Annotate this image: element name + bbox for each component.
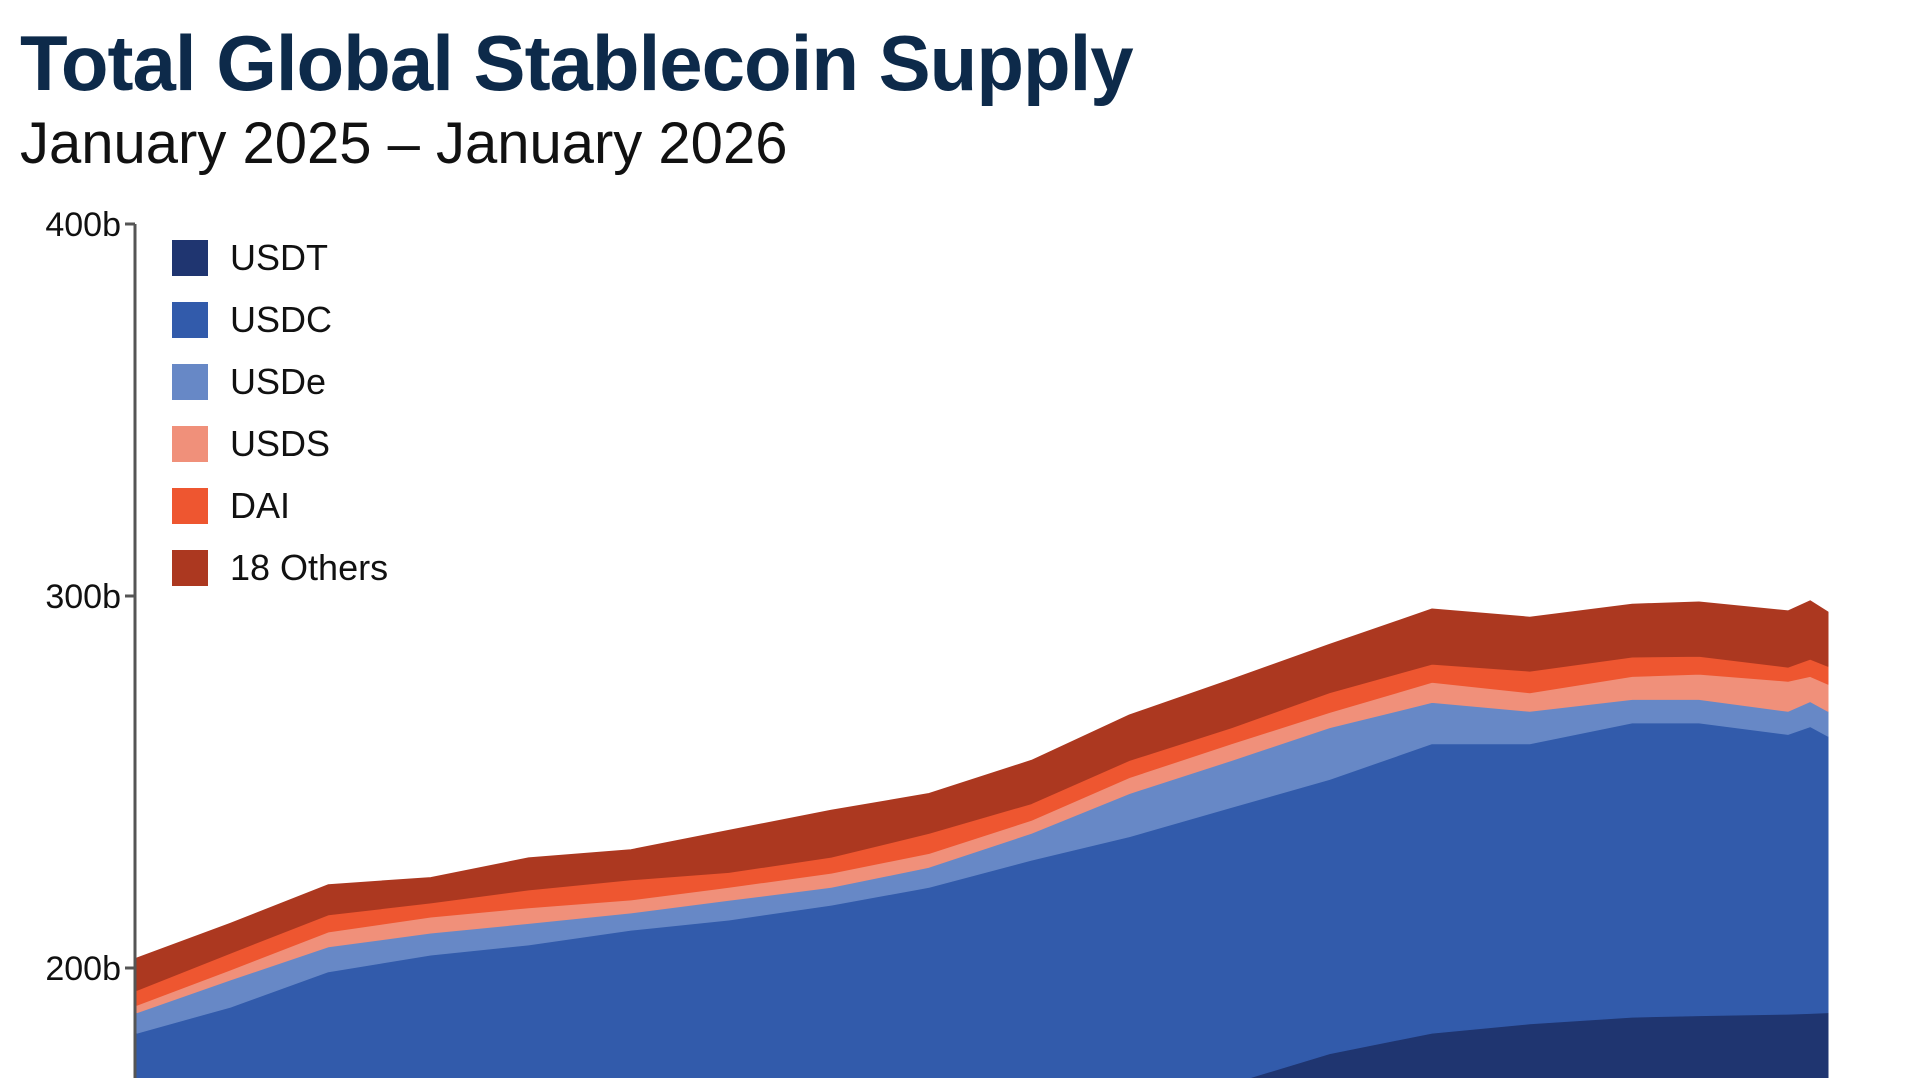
legend-item-usdc: USDC [172,300,388,362]
legend-label-usdc: USDC [230,299,333,340]
legend-swatch-usdt [172,240,208,276]
legend-item-usdt: USDT [172,238,388,300]
y-axis-ticks: 400b 300b 200b [45,206,135,988]
legend-swatch-others [172,550,208,586]
legend-item-dai: DAI [172,486,388,548]
y-tick-label: 400b [45,206,121,244]
area-18-others [136,600,1829,991]
legend: USDT USDC USDe USDS DAI 18 Others [172,238,388,610]
legend-swatch-usds [172,426,208,462]
area-usdt [1247,1012,1829,1078]
legend-label-usde: USDe [230,361,327,402]
legend-item-usde: USDe [172,362,388,424]
legend-item-others: 18 Others [172,548,388,610]
y-tick-label: 200b [45,950,121,988]
area-layers [136,600,1829,1078]
legend-swatch-usdc [172,302,208,338]
chart-title: Total Global Stablecoin Supply [20,19,1134,107]
chart-subtitle: January 2025 – January 2026 [20,111,788,176]
y-axis: 400b 300b 200b [45,206,137,1078]
legend-label-others: 18 Others [230,547,389,588]
legend-label-dai: DAI [230,485,291,526]
legend-label-usdt: USDT [230,237,328,278]
legend-item-usds: USDS [172,424,388,486]
legend-swatch-usde [172,364,208,400]
y-tick-label: 300b [45,578,121,616]
legend-label-usds: USDS [230,423,331,464]
legend-swatch-dai [172,488,208,524]
